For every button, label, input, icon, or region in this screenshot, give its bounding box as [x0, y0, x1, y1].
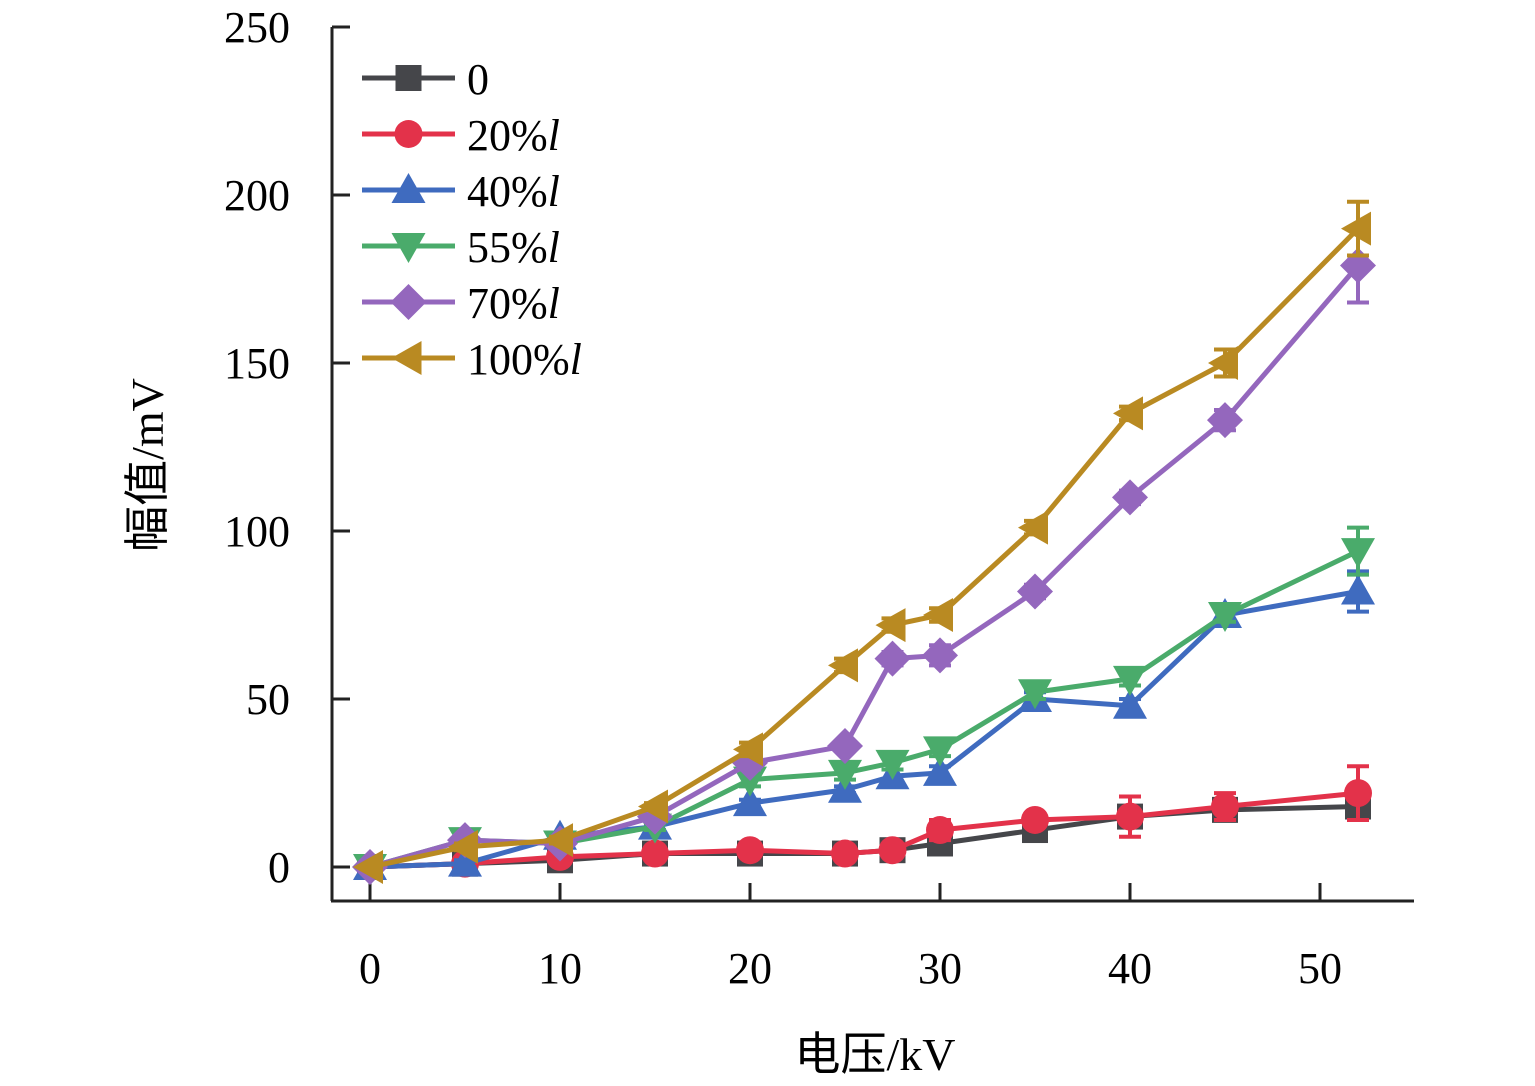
series-line — [369, 589, 1359, 870]
data-point — [1208, 346, 1238, 380]
legend-label: 100%l — [467, 335, 582, 384]
legend-marker — [391, 173, 426, 203]
data-point — [733, 786, 767, 817]
data-point — [1211, 792, 1239, 821]
legend-label-suffix: l — [548, 279, 560, 328]
data-point — [1018, 679, 1052, 710]
y-tick-label: 200 — [224, 171, 290, 220]
legend-label: 40%l — [467, 167, 560, 216]
legend-label-name: 70% — [467, 279, 548, 328]
data-point — [733, 732, 763, 767]
series-3 — [353, 525, 1375, 884]
x-tick-label: 0 — [359, 944, 381, 993]
data-point — [926, 816, 954, 845]
data-point — [827, 728, 863, 765]
legend-item: 40%l — [362, 167, 560, 216]
legend-label: 70%l — [467, 279, 560, 328]
legend-label-name: 20% — [467, 111, 548, 160]
x-axis-title: 电压/kV — [795, 1029, 956, 1080]
data-point — [1341, 211, 1371, 246]
data-point — [831, 839, 859, 868]
data-point — [543, 823, 573, 858]
legend-label-name: 40% — [467, 167, 548, 216]
data-point — [448, 829, 478, 864]
data-point — [875, 749, 910, 780]
data-point — [1341, 538, 1375, 569]
y-tick-label: 50 — [246, 675, 290, 724]
legend-marker — [395, 65, 422, 91]
data-point — [923, 736, 957, 767]
data-point — [641, 839, 669, 868]
legend-marker — [394, 120, 423, 148]
y-tick-label: 150 — [224, 339, 290, 388]
legend-item: 0 — [362, 55, 489, 104]
x-tick-label: 20 — [728, 944, 772, 993]
x-ticks: 0 10 20 30 40 50 — [359, 883, 1342, 993]
data-point — [828, 759, 862, 790]
data-point — [923, 598, 953, 632]
legend-marker — [390, 284, 427, 320]
data-point — [878, 836, 907, 865]
legend-item: 70%l — [362, 279, 560, 328]
legend-label-name: 0 — [467, 55, 489, 104]
data-point — [1018, 510, 1048, 545]
data-point — [923, 755, 957, 786]
x-tick-label: 30 — [918, 944, 962, 993]
series-line — [369, 226, 1360, 870]
data-point — [1113, 688, 1147, 719]
data-point — [875, 608, 906, 643]
y-tick-label: 0 — [268, 843, 290, 892]
axes — [330, 27, 1414, 903]
data-point — [736, 836, 764, 865]
data-point — [448, 846, 482, 877]
legend-label-suffix: l — [570, 335, 582, 384]
data-point — [353, 850, 383, 884]
data-point — [1021, 805, 1049, 834]
x-tick-label: 10 — [538, 944, 582, 993]
legend-label-suffix: l — [548, 223, 560, 272]
data-point — [1017, 573, 1053, 610]
legend-item: 55%l — [362, 223, 560, 272]
data-point — [1344, 779, 1372, 808]
data-point — [922, 637, 958, 674]
legend-label: 55%l — [467, 223, 560, 272]
x-tick-label: 40 — [1108, 944, 1152, 993]
legend-label-name: 55% — [467, 223, 548, 272]
data-point — [874, 640, 911, 677]
series-line — [369, 790, 1359, 870]
legend-item: 20%l — [362, 111, 560, 160]
legend-marker — [391, 341, 422, 375]
data-point — [1112, 479, 1148, 516]
data-point — [1207, 402, 1243, 439]
y-tick-label: 250 — [224, 3, 290, 52]
y-ticks: 0 50 100 150 200 250 — [224, 3, 350, 892]
series-layer — [352, 199, 1376, 885]
legend-item: 100%l — [362, 335, 582, 384]
y-tick-label: 100 — [224, 507, 290, 556]
data-point — [733, 766, 767, 797]
data-point — [1113, 665, 1147, 696]
legend-label: 20%l — [467, 111, 560, 160]
data-point — [828, 648, 858, 683]
legend-label-suffix: l — [548, 111, 560, 160]
data-point — [1341, 574, 1375, 605]
legend-label: 0 — [467, 55, 489, 104]
data-point — [1113, 396, 1143, 431]
legend-marker — [391, 233, 426, 263]
x-tick-label: 50 — [1298, 944, 1342, 993]
data-point — [1116, 802, 1144, 831]
series-5 — [353, 199, 1371, 884]
data-point — [638, 789, 668, 824]
data-point — [1208, 602, 1242, 632]
legend-label-name: 100% — [467, 335, 570, 384]
y-axis-title: 幅值/mV — [122, 378, 173, 552]
legend-label-suffix: l — [548, 167, 560, 216]
